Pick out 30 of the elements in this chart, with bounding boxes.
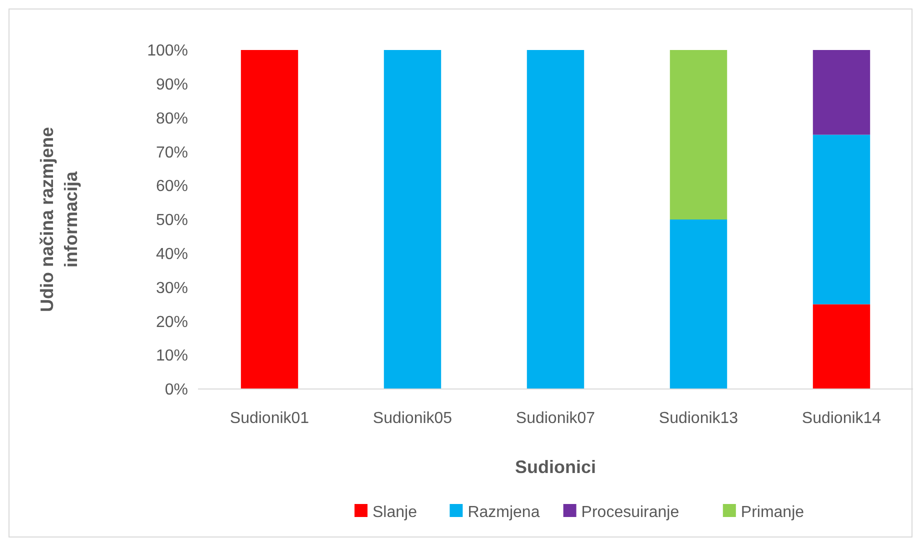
bar	[812, 134, 870, 304]
bar	[670, 50, 728, 220]
x-axis-title: Sudionici	[515, 457, 596, 477]
y-tick-label: 40%	[156, 246, 188, 263]
x-tick-label: Sudionik07	[516, 410, 596, 427]
x-tick-label: Sudionik05	[372, 410, 452, 427]
bar	[240, 50, 298, 389]
y-tick-label: 70%	[156, 144, 188, 162]
y-tick-label: 20%	[156, 314, 188, 331]
bar	[812, 50, 870, 135]
y-tick-label: 60%	[156, 178, 188, 196]
bar	[526, 50, 584, 389]
bar	[670, 220, 728, 389]
y-tick-label: 100%	[147, 42, 188, 60]
bar	[384, 50, 442, 389]
y-axis-title: Udio načina razmjene informacija	[37, 126, 81, 312]
legend-label: Procesuiranje	[581, 504, 680, 521]
legend-label: Primanje	[740, 504, 804, 521]
y-tick-label: 90%	[156, 76, 188, 94]
bar	[812, 304, 870, 389]
x-tick-label: Sudionik01	[230, 410, 310, 427]
y-tick-label: 50%	[156, 212, 188, 230]
y-tick-label: 10%	[156, 348, 188, 365]
y-tick-label: 30%	[156, 280, 188, 297]
x-tick-label: Sudionik13	[658, 410, 738, 427]
y-tick-label: 0%	[164, 382, 188, 399]
legend-label: Razmjena	[468, 504, 540, 521]
legend-label: Slanje	[372, 504, 418, 521]
y-tick-label: 80%	[156, 110, 188, 128]
x-tick-label: Sudionik14	[802, 410, 882, 427]
